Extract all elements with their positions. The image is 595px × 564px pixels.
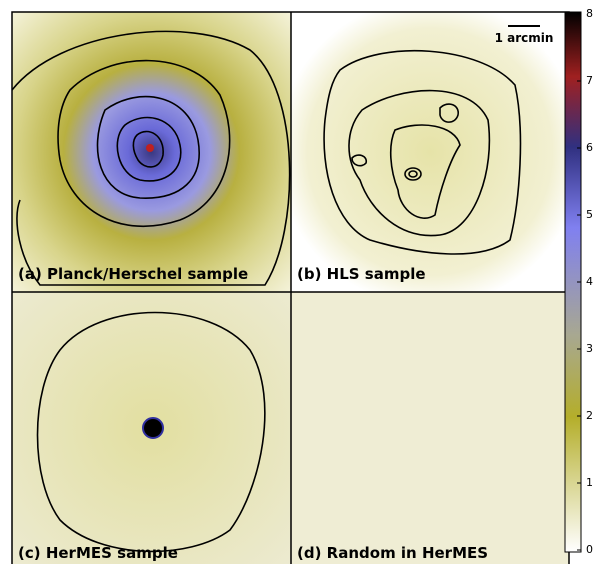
colorbar-tick-label: 7 (586, 74, 593, 87)
colorbar-tick-label: 0 (586, 543, 593, 556)
contour-c (36, 311, 266, 553)
colorbar-tick-label: 8 (586, 7, 593, 20)
peak (142, 417, 164, 439)
panel-label: (d) Random in HerMES (297, 544, 488, 562)
peak (146, 144, 154, 152)
colorbar-tick-label: 3 (586, 342, 593, 355)
colorbar-tick-label: 6 (586, 141, 593, 154)
panel-b-map (291, 12, 569, 292)
panel-d-map (291, 292, 569, 564)
contours-b (323, 50, 522, 255)
panel-a-map (12, 12, 291, 292)
scale-bar-label: 1 arcmin (495, 31, 554, 45)
panel-label: (c) HerMES sample (18, 544, 178, 562)
panel-label: (a) Planck/Herschel sample (18, 265, 248, 283)
colorbar-tick-label: 4 (586, 275, 593, 288)
panel-label: (b) HLS sample (297, 265, 426, 283)
colorbar-tick-label: 2 (586, 409, 593, 422)
colorbar-tick-label: 5 (586, 208, 593, 221)
colorbar-ticks: 0 1 2 3 4 5 6 7 8 (577, 7, 593, 556)
contours-a (11, 30, 291, 286)
colorbar-tick-label: 1 (586, 476, 593, 489)
